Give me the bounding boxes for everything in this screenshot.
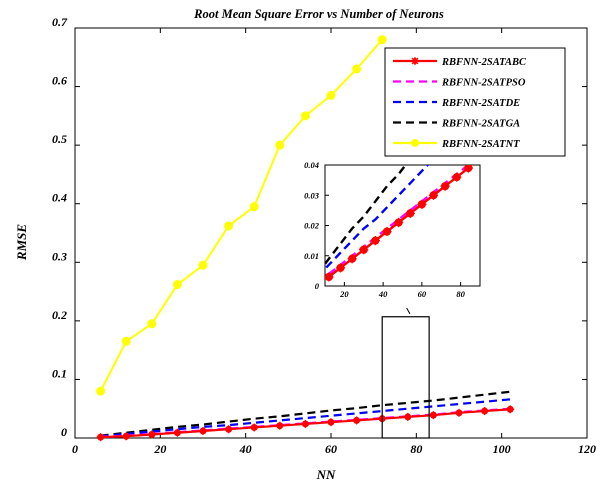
data-point-spoke — [383, 228, 391, 235]
chart-title: Root Mean Square Error vs Number of Neur… — [193, 7, 444, 21]
data-point-spoke — [453, 173, 460, 181]
y-tick-label: 0.6 — [52, 74, 67, 88]
data-point-spoke — [430, 412, 437, 418]
legend-label-rbfnn-2satpso: RBFNN-2SATPSO — [441, 78, 526, 89]
y-axis-label: RMSE — [14, 224, 29, 261]
x-tick-label: 60 — [325, 442, 337, 456]
data-point-rbfnn-2satnt — [121, 336, 131, 346]
data-point-spoke — [328, 419, 334, 425]
data-point-spoke — [395, 219, 402, 226]
inset-y-tick-label: 0.01 — [304, 251, 319, 261]
data-point-spoke — [123, 433, 129, 439]
data-point-spoke — [442, 183, 449, 190]
series-line-rbfnn-2satde — [100, 398, 511, 438]
data-point-rbfnn-2satnt — [224, 221, 234, 231]
series-line-rbfnn-2satde — [325, 165, 430, 271]
legend-label-rbfnn-2satabc: RBFNN-2SATABC — [441, 57, 527, 68]
data-point-rbfnn-2satnt — [300, 111, 310, 121]
y-tick-label: 0.1 — [52, 366, 67, 380]
data-point-spoke — [349, 255, 356, 262]
x-tick-label: 0 — [72, 442, 78, 456]
data-point-spoke — [337, 264, 344, 271]
data-point-rbfnn-2satnt — [275, 140, 285, 150]
data-point-spoke — [430, 192, 437, 199]
x-tick-label: 80 — [410, 442, 422, 456]
inset-x-tick-label: 40 — [378, 289, 388, 299]
plot-area: 0 20 40 60 80 100 120 0 0.1 0.2 0.3 0.4 0.5 0.6 0.7 — [52, 15, 596, 456]
data-point-spoke — [507, 406, 513, 412]
legend-label-rbfnn-2satga: RBFNN-2SATGA — [441, 119, 520, 130]
data-point-rbfnn-2satnt — [147, 319, 157, 329]
y-tick-label: 0 — [61, 425, 67, 439]
y-tick-label: 0.5 — [52, 132, 67, 146]
y-tick-label: 0.4 — [52, 191, 67, 205]
data-point-rbfnn-2satnt — [352, 64, 362, 74]
legend-marker — [411, 139, 419, 147]
inset-x-tick-label: 20 — [339, 289, 349, 299]
data-point-rbfnn-2satnt — [326, 90, 336, 100]
y-tick-label: 0.7 — [52, 15, 68, 29]
data-point-spoke — [149, 431, 155, 438]
x-tick-label: 40 — [239, 442, 252, 456]
data-point-spoke — [456, 410, 462, 416]
data-point-spoke — [465, 165, 472, 172]
inset-y-tick-label: 0 — [315, 281, 320, 291]
data-point-rbfnn-2satnt — [249, 202, 259, 212]
data-point-spoke — [405, 414, 411, 420]
inset-x-tick-label: 80 — [456, 289, 465, 299]
data-point-spoke — [302, 421, 309, 427]
data-point-spoke — [407, 210, 414, 217]
inset-y-tick-label: 0.02 — [304, 221, 320, 231]
series-line-rbfnn-2satga — [100, 390, 511, 437]
data-point-spoke — [174, 430, 181, 436]
data-point-spoke — [418, 201, 425, 208]
zoom-box — [381, 316, 430, 439]
legend-box — [384, 47, 566, 157]
data-point-spoke — [97, 434, 104, 440]
data-point-spoke — [360, 246, 367, 253]
data-point-spoke — [481, 408, 488, 414]
series-line-rbfnn-2satnt — [99, 39, 383, 392]
data-point-rbfnn-2satnt — [96, 386, 106, 396]
x-axis-label: NN — [316, 467, 336, 482]
legend: RBFNN-2SATABC RBFNN-2SATPSO RBFNN-2SATDE RB… — [384, 47, 566, 157]
data-point-spoke — [225, 426, 232, 432]
x-tick-label: 100 — [493, 442, 511, 456]
data-point-rbfnn-2satnt — [198, 260, 208, 270]
legend-marker-spoke — [411, 57, 419, 65]
data-point-rbfnn-2satnt — [377, 35, 387, 45]
inset-y-tick-label: 0.03 — [304, 190, 320, 200]
inset-y-tick-label: 0.04 — [304, 160, 319, 170]
x-tick-label: 120 — [578, 442, 596, 456]
inset-plot: 20 40 60 80 0 0.01 0.02 0.03 0.04 — [291, 157, 488, 308]
data-point-spoke — [277, 423, 283, 429]
data-point-spoke — [325, 273, 332, 281]
legend-label-rbfnn-2satde: RBFNN-2SATDE — [441, 98, 520, 109]
y-tick-label: 0.3 — [52, 249, 67, 263]
x-tick-label: 20 — [153, 442, 166, 456]
data-point-spoke — [353, 417, 360, 424]
y-tick-label: 0.2 — [52, 308, 67, 322]
data-point-rbfnn-2satnt — [172, 280, 182, 290]
legend-label-rbfnn-2satnt: RBFNN-2SATNT — [441, 139, 520, 150]
inset-frame — [324, 164, 481, 287]
data-point-spoke — [200, 428, 206, 434]
data-point-spoke — [372, 237, 379, 244]
inset-x-tick-label: 60 — [418, 289, 427, 299]
data-point-spoke — [251, 424, 257, 431]
